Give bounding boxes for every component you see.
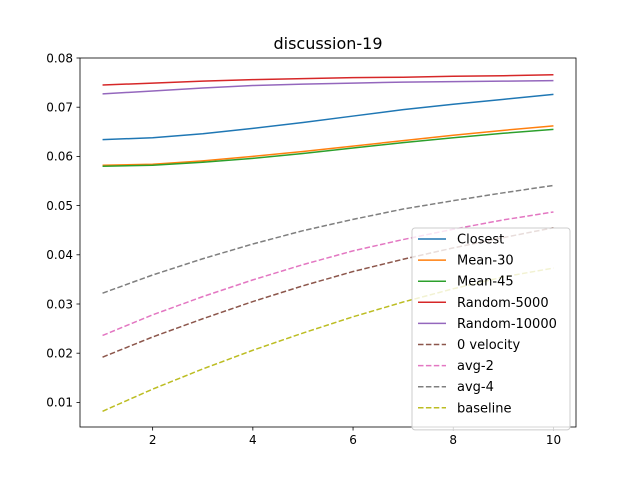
series-line-7: [102, 184, 554, 294]
axes: 2 4 6 8 10 0.01 0.02 0.03 0.04 0.05 0.06 0.07 0.08: [46, 51, 577, 447]
x-tick-label: 6: [349, 433, 357, 447]
legend-label-6: avg-2: [457, 359, 494, 374]
x-tick-label: 10: [546, 433, 561, 447]
axes-frame: [79, 57, 577, 428]
legend-label-0: Closest: [457, 233, 504, 248]
series-line-1: [102, 125, 554, 167]
legend-label-8: baseline: [457, 401, 511, 416]
x-tick-label: 2: [149, 433, 157, 447]
series-line-2: [102, 128, 554, 167]
x-tick-label: 4: [249, 433, 257, 447]
legend-label-2: Mean-45: [457, 275, 514, 290]
y-tick-label: 0.04: [46, 248, 73, 262]
legend-label-4: Random-10000: [457, 317, 557, 332]
x-tick-label: 8: [449, 433, 457, 447]
chart-title: discussion-19: [273, 34, 382, 53]
plot-area: [102, 73, 554, 412]
legend-label-3: Random-5000: [457, 296, 549, 311]
series-line-5: [102, 227, 554, 358]
legend-label-1: Mean-30: [457, 254, 514, 269]
legend: Closest Mean-30 Mean-45 Random-5000 Random-1…: [411, 227, 571, 431]
series-line-4: [102, 79, 554, 95]
y-tick-label: 0.02: [46, 347, 73, 361]
series-line-3: [102, 73, 554, 86]
series-line-6: [102, 211, 554, 337]
legend-box: [411, 227, 571, 431]
legend-label-5: 0 velocity: [457, 338, 521, 353]
y-tick-label: 0.06: [46, 150, 73, 164]
series-line-0: [102, 93, 554, 141]
y-tick-label: 0.07: [46, 101, 73, 115]
y-tick-label: 0.08: [46, 51, 73, 65]
y-tick-label: 0.05: [46, 199, 73, 213]
y-tick-label: 0.01: [46, 396, 73, 410]
y-tick-label: 0.03: [46, 297, 73, 311]
legend-label-7: avg-4: [457, 380, 494, 395]
